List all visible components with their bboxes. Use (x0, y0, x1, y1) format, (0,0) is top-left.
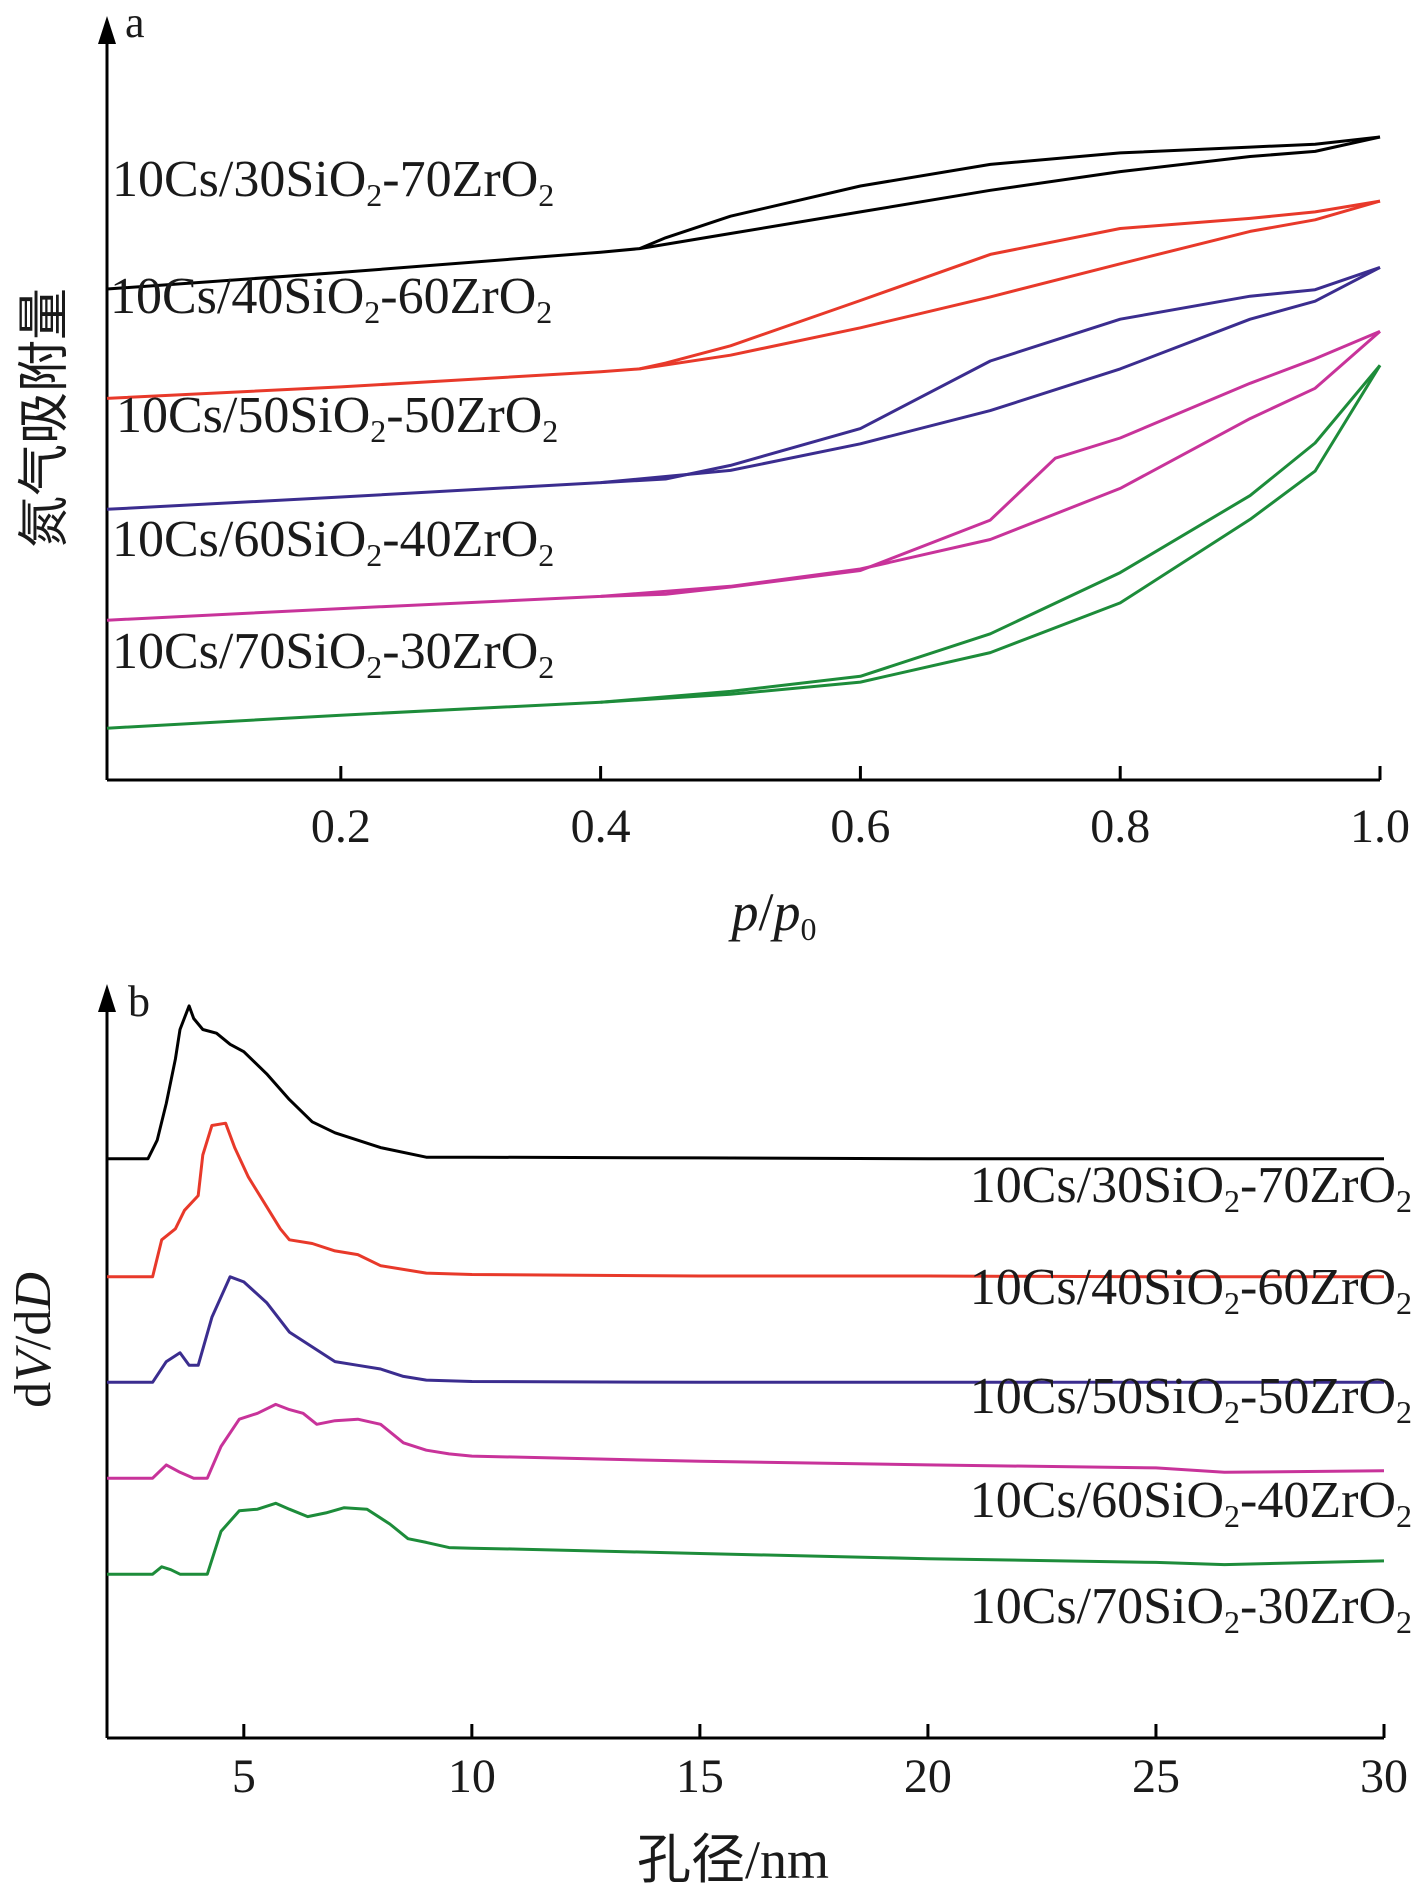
panel-a: a 0.2 0.4 0.6 0.8 1.0 10Cs/30SiO2-70ZrO210Cs… (17, 0, 1410, 947)
panel-a-series-line-1-adsorption (106, 135, 1381, 291)
panel-a-x-ticks: 0.2 0.4 0.6 0.8 1.0 (311, 766, 1410, 853)
panel-b-y-label-slash: /d (5, 1310, 62, 1350)
panel-b-x-tick-label: 25 (1132, 1750, 1180, 1803)
panel-b-series-line-4 (107, 1402, 1385, 1480)
panel-a-x-tick-label: 0.4 (571, 800, 631, 853)
panel-a-series-line-1-desorption (639, 135, 1381, 250)
panel-b: b 5 10 15 20 25 30 10Cs/30SiO2-70ZrO2 10Cs/40S… (5, 977, 1412, 1890)
panel-a-series-label-5: 10Cs/70SiO2-30ZrO2 (112, 623, 554, 685)
panel-a-y-label: 氮气吸附量 (17, 288, 74, 548)
panel-a-y-arrow (98, 16, 116, 44)
panel-a-series-label-2: 10Cs/40SiO2-60ZrO2 (110, 268, 552, 330)
panel-a-x-tick-label: 0.2 (311, 800, 371, 853)
panel-b-series-line-2 (107, 1121, 1384, 1279)
panel-a-x-label: p/p0 (727, 882, 816, 947)
panel-a-series-line-5-adsorption (106, 364, 1382, 730)
panel-a-series-label-1: 10Cs/30SiO2-70ZrO2 (112, 151, 554, 213)
panel-b-x-tick-label: 5 (232, 1750, 256, 1803)
panel-b-y-label: dV/dD (5, 1272, 62, 1408)
panel-b-series-label-1: 10Cs/30SiO2-70ZrO2 (970, 1157, 1412, 1219)
panel-a-x-label-sub: 0 (801, 911, 817, 947)
panel-a-series-labels: 10Cs/30SiO2-70ZrO2 10Cs/40SiO2-60ZrO2 10Cs… (110, 151, 558, 685)
panel-b-series-labels: 10Cs/30SiO2-70ZrO2 10Cs/40SiO2-60ZrO2 10Cs… (970, 1157, 1412, 1640)
panel-b-series-line-3 (107, 1275, 1384, 1384)
panel-b-series-label-5: 10Cs/70SiO2-30ZrO2 (970, 1578, 1412, 1640)
panel-a-letter: a (125, 0, 145, 47)
panel-b-series-label-3: 10Cs/50SiO2-50ZrO2 (970, 1368, 1412, 1430)
panel-a-series-line-2-desorption (639, 199, 1381, 371)
panel-b-series-line-1 (107, 1004, 1384, 1161)
panel-a-series-line-3-desorption (600, 265, 1381, 485)
panel-a-x-label-slash: / (758, 882, 773, 942)
panel-a-series-label-4: 10Cs/60SiO2-40ZrO2 (112, 511, 554, 573)
panel-b-letter: b (128, 977, 150, 1026)
panel-a-series-line-4-desorption (600, 330, 1381, 598)
panel-a-series-line-2-adsorption (106, 199, 1381, 400)
panel-a-series-label-3: 10Cs/50SiO2-50ZrO2 (116, 387, 558, 449)
panel-a-x-tick-label: 0.8 (1090, 800, 1150, 853)
panel-b-y-label-D: D (5, 1272, 62, 1311)
panel-b-x-ticks: 5 10 15 20 25 30 (232, 1724, 1408, 1803)
panel-b-x-tick-label: 10 (448, 1750, 496, 1803)
panel-b-series-label-4: 10Cs/60SiO2-40ZrO2 (970, 1472, 1412, 1534)
panel-b-y-arrow (98, 984, 116, 1012)
panel-b-x-tick-label: 30 (1360, 1750, 1408, 1803)
panel-a-series-line-5-desorption (600, 364, 1382, 704)
panel-a-x-tick-label: 0.6 (830, 800, 890, 853)
panel-a-x-label-p: p (727, 882, 758, 942)
panel-b-series-line-5 (107, 1501, 1385, 1576)
panel-b-x-tick-label: 15 (676, 1750, 724, 1803)
panel-b-series-label-2: 10Cs/40SiO2-60ZrO2 (970, 1259, 1412, 1321)
panel-b-series (107, 1004, 1385, 1576)
panel-a-x-label-p0: p (770, 882, 801, 942)
panel-b-x-tick-label: 20 (904, 1750, 952, 1803)
panel-b-x-label: 孔径/nm (637, 1830, 829, 1890)
panel-a-series-line-3-adsorption (106, 266, 1381, 511)
panel-a-x-tick-label: 1.0 (1350, 800, 1410, 853)
panel-a-series (106, 135, 1382, 730)
panel-a-series-line-4-adsorption (106, 330, 1381, 622)
panel-b-y-label-V: V (5, 1345, 62, 1382)
panel-b-y-label-d: d (5, 1382, 62, 1408)
